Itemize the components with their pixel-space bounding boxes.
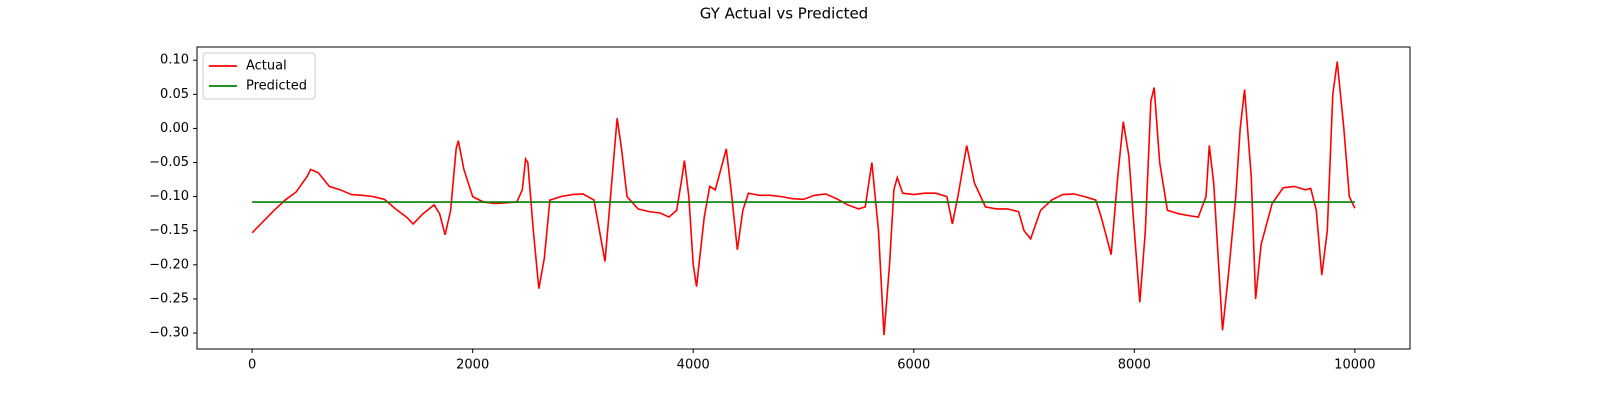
x-tick-label: 8000 — [1118, 358, 1151, 373]
y-tick-label: 0.05 — [160, 87, 189, 102]
x-tick-label: 10000 — [1334, 358, 1375, 373]
legend-box — [202, 52, 316, 100]
chart-title: GY Actual vs Predicted — [700, 5, 868, 23]
x-tick-label: 2000 — [456, 358, 489, 373]
y-tick-label: −0.20 — [149, 257, 189, 272]
y-tick-label: 0.10 — [160, 53, 189, 68]
y-tick-label: −0.30 — [149, 326, 189, 341]
y-tick-label: −0.10 — [149, 189, 189, 204]
x-tick-label: 4000 — [677, 358, 710, 373]
y-tick-label: −0.25 — [149, 291, 189, 306]
plot-frame — [196, 46, 1411, 350]
x-tick-label: 0 — [248, 358, 256, 373]
y-tick-label: −0.05 — [149, 155, 189, 170]
y-tick-label: 0.00 — [160, 121, 189, 136]
data-line — [251, 61, 1356, 336]
y-tick-label: −0.15 — [149, 223, 189, 238]
legend-label: Predicted — [246, 79, 307, 94]
legend-label: Actual — [246, 59, 287, 74]
x-tick-label: 6000 — [897, 358, 930, 373]
